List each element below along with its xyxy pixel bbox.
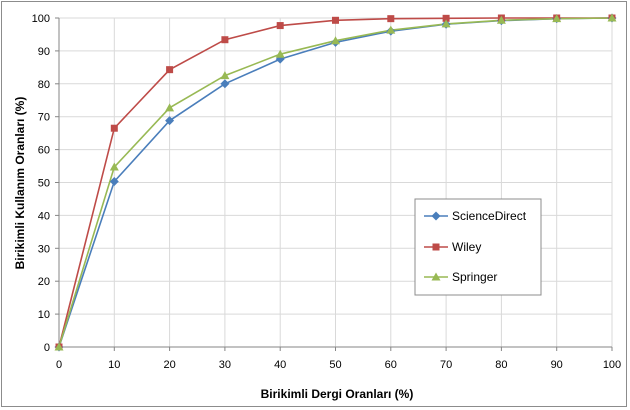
legend-label-springer: Springer xyxy=(452,270,497,284)
y-tick-label: 70 xyxy=(38,112,50,124)
y-tick-labels: 0 10 20 30 40 50 60 70 80 90 100 xyxy=(32,13,50,354)
data-point-springer xyxy=(275,49,285,58)
x-tick-label: 40 xyxy=(274,359,286,371)
data-point-wiley xyxy=(442,14,450,22)
y-tick-label: 30 xyxy=(38,243,50,255)
y-tick-label: 0 xyxy=(44,342,50,354)
x-tick-label: 90 xyxy=(551,359,563,371)
legend: ScienceDirect Wiley Springer xyxy=(414,198,542,296)
y-tick-label: 100 xyxy=(32,13,50,25)
data-point-springer xyxy=(54,342,64,351)
data-point-springer xyxy=(331,36,340,45)
data-point-springer xyxy=(496,15,506,24)
data-point-springer xyxy=(386,25,396,34)
x-tick-label: 10 xyxy=(108,359,120,371)
data-point-wiley xyxy=(221,36,229,44)
data-point-springer xyxy=(441,19,451,28)
data-point-sciencedirect xyxy=(109,177,119,187)
y-tick-label: 10 xyxy=(38,309,50,321)
x-tick-labels: 0 10 20 30 40 50 60 70 80 90 100 xyxy=(56,359,621,371)
data-point-sciencedirect xyxy=(165,116,175,126)
data-point-wiley xyxy=(276,22,284,30)
y-tick-label: 60 xyxy=(38,145,50,157)
legend-marker-sciencedirect xyxy=(431,211,441,221)
x-tick-label: 30 xyxy=(219,359,231,371)
y-tick-label: 90 xyxy=(38,46,50,58)
y-tick-label: 20 xyxy=(38,276,50,288)
x-tick-label: 60 xyxy=(385,359,397,371)
data-point-wiley xyxy=(166,66,174,74)
x-tick-label: 80 xyxy=(495,359,507,371)
legend-marker-wiley xyxy=(432,243,440,251)
data-point-springer xyxy=(220,71,230,80)
legend-marker-springer xyxy=(431,272,441,281)
x-tick-label: 100 xyxy=(603,359,621,371)
series-markers xyxy=(54,13,617,352)
x-tick-label: 0 xyxy=(56,359,62,371)
x-axis-title: Birikimli Dergi Oranları (%) xyxy=(261,387,414,401)
y-tick-label: 40 xyxy=(38,210,50,222)
data-point-wiley xyxy=(332,16,339,24)
y-tick-label: 80 xyxy=(38,79,50,91)
x-tick-label: 70 xyxy=(440,359,452,371)
data-point-sciencedirect xyxy=(220,79,230,89)
legend-label-sciencedirect: ScienceDirect xyxy=(452,209,527,223)
gridlines xyxy=(58,17,613,348)
data-point-springer xyxy=(552,14,562,23)
legend-label-wiley: Wiley xyxy=(452,240,481,254)
data-point-springer xyxy=(165,103,175,112)
data-point-wiley xyxy=(110,124,118,132)
y-axis-title: Birikimli Kullanım Oranları (%) xyxy=(13,97,27,270)
data-point-springer xyxy=(607,13,617,22)
data-point-springer xyxy=(109,162,119,171)
y-tick-label: 50 xyxy=(38,178,50,190)
x-tick-label: 20 xyxy=(163,359,175,371)
x-tick-label: 50 xyxy=(329,359,341,371)
data-point-wiley xyxy=(387,15,395,23)
axes xyxy=(55,17,613,351)
